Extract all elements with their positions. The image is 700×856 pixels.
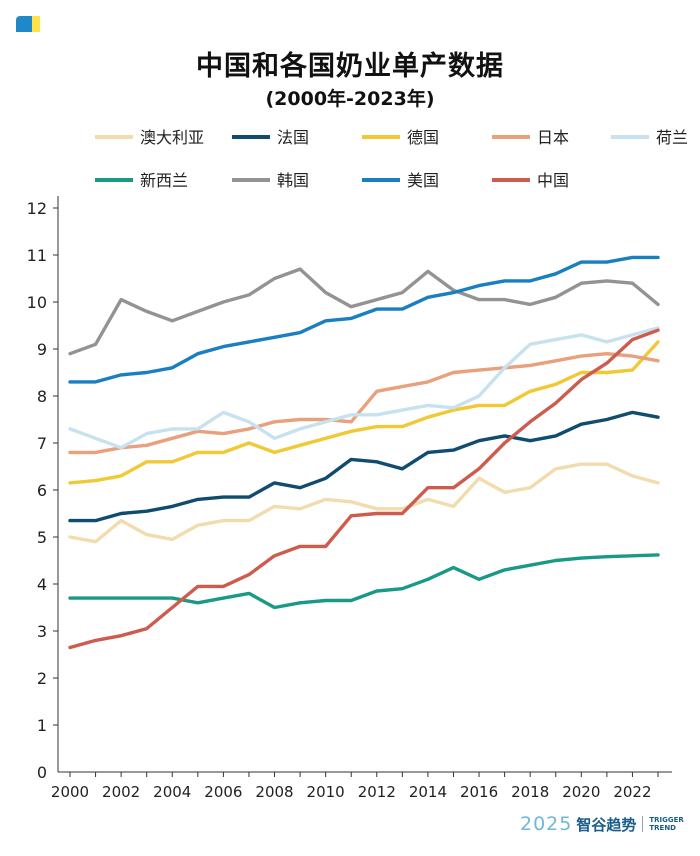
legend-item-5: 新西兰 [95,171,188,190]
x-tick-label-4: 2008 [255,783,293,801]
x-tick-label-11: 2022 [613,783,651,801]
legend-item-1: 法国 [232,128,309,147]
y-tick-label-11: 11 [27,246,47,265]
x-tick-label-10: 2020 [562,783,600,801]
legend-item-2: 德国 [362,128,439,147]
legend-label-3: 日本 [537,128,569,147]
legend-item-6: 韩国 [232,171,309,190]
x-tick-label-5: 2010 [307,783,345,801]
legend-label-5: 新西兰 [140,171,188,190]
series-lines [68,255,660,650]
brand-name: 智谷趋势 [576,815,637,834]
series-line-7 [68,255,660,384]
legend-label-8: 中国 [537,171,569,190]
x-tick-label-3: 2006 [204,783,242,801]
legend-label-2: 德国 [407,128,439,147]
legend-label-0: 澳大利亚 [140,128,204,147]
series-line-0 [68,462,660,544]
y-tick-label-12: 12 [27,199,47,218]
chart-subtitle: (2000年-2023年) [265,88,435,110]
brand-divider [642,816,644,832]
legend-item-0: 澳大利亚 [95,128,204,147]
y-tick-label-8: 8 [37,387,47,406]
legend-item-4: 荷兰 [611,128,688,147]
y-tick-label-4: 4 [37,575,47,594]
y-tick-label-1: 1 [37,716,47,735]
y-tick-label-5: 5 [37,528,47,547]
x-tick-label-8: 2016 [460,783,498,801]
series-line-5 [68,553,660,610]
y-tick-label-9: 9 [37,340,47,359]
series-line-8 [68,328,660,650]
series-line-6 [68,267,660,356]
y-tick-label-2: 2 [37,669,47,688]
chart-title: 中国和各国奶业单产数据 [196,51,504,82]
brand-logo: 2025 智谷趋势 TRIGGER TREND [520,812,684,836]
legend-label-4: 荷兰 [656,128,688,147]
legend-label-7: 美国 [407,171,439,190]
legend-label-1: 法国 [277,128,309,147]
y-tick-label-7: 7 [37,434,47,453]
x-tick-label-2: 2004 [153,783,191,801]
corner-logo-mark [16,16,40,32]
x-tick-label-7: 2014 [409,783,447,801]
legend-item-7: 美国 [362,171,439,190]
y-tick-label-10: 10 [27,293,47,312]
x-tick-label-1: 2002 [102,783,140,801]
brand-en-line1: TRIGGER [649,816,684,824]
x-tick-label-6: 2012 [358,783,396,801]
x-tick-label-9: 2018 [511,783,549,801]
x-tick-label-0: 2000 [51,783,89,801]
series-line-1 [68,410,660,523]
y-tick-label-6: 6 [37,481,47,500]
brand-year: 2025 [520,813,573,835]
y-tick-label-3: 3 [37,622,47,641]
brand-english: TRIGGER TREND [649,816,683,832]
series-line-4 [68,326,660,450]
legend-label-6: 韩国 [277,171,309,190]
legend-item-8: 中国 [492,171,569,190]
series-line-3 [68,352,660,455]
series-line-2 [68,340,660,485]
brand-en-line2: TREND [649,824,676,832]
legend-item-3: 日本 [492,128,569,147]
y-tick-label-0: 0 [37,763,47,782]
